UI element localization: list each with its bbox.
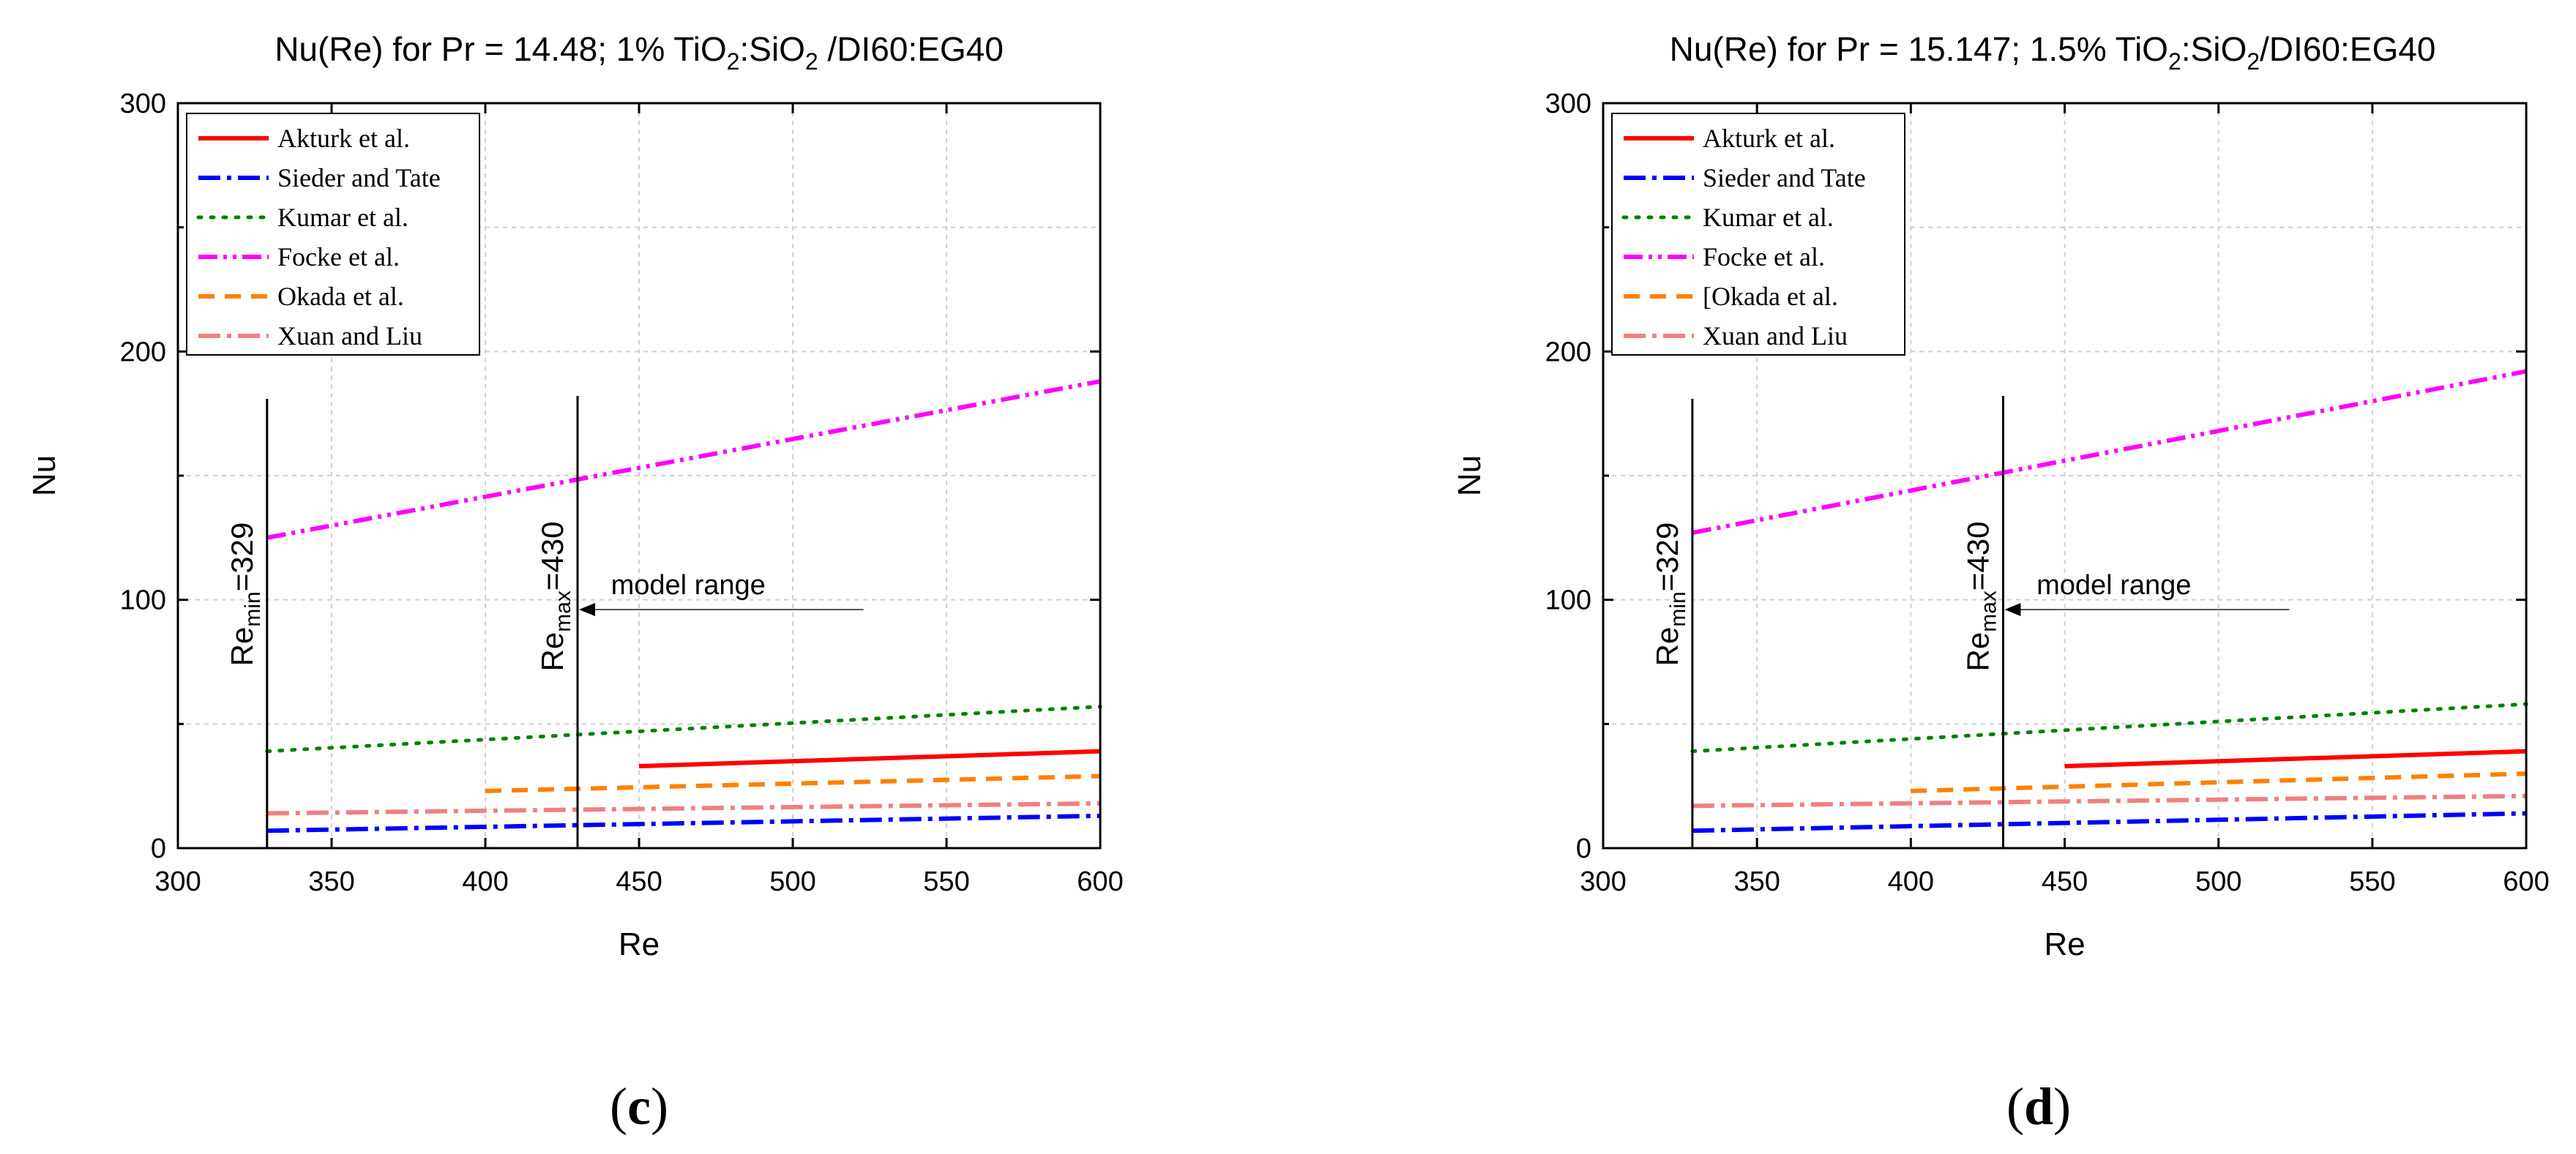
x-tick-label: 300	[1580, 866, 1626, 897]
arrow-head-icon	[579, 603, 595, 616]
re-max-label-sub: max	[551, 591, 575, 632]
x-tick-label: 550	[2349, 866, 2395, 897]
x-tick-label: 350	[1733, 866, 1780, 897]
x-tick-label: 600	[2503, 866, 2549, 897]
x-tick-label: 300	[154, 866, 201, 897]
series-line-1	[1692, 811, 2527, 833]
chart-title: Nu(Re) for Pr = 15.147; 1.5% TiO2:SiO2/D…	[1670, 30, 2436, 75]
title-prefix: Nu(Re) for Pr = 14.48; 1% TiO	[275, 30, 726, 68]
y-tick-label: 300	[120, 89, 166, 119]
panel-label-letter: d	[2024, 1077, 2053, 1136]
re-max-label-eq: =430	[1960, 522, 1995, 591]
x-axis-label: Re	[619, 926, 660, 962]
x-tick-label: 550	[923, 866, 969, 897]
legend-label-2: Kumar et al.	[277, 203, 408, 232]
y-tick-label: 100	[1545, 585, 1591, 616]
x-tick-label: 400	[462, 866, 508, 897]
series-line-0	[2064, 749, 2527, 769]
x-tick-label: 500	[769, 866, 815, 897]
re-max-label: Remax=430	[535, 522, 575, 672]
title-suffix: /DI60:EG40	[2260, 30, 2435, 68]
re-max-label-base: Re	[535, 632, 570, 672]
chart-title: Nu(Re) for Pr = 14.48; 1% TiO2:SiO2 /DI6…	[275, 30, 1004, 75]
legend-label-4: Okada et al.	[277, 282, 404, 311]
title-sub1: 2	[727, 48, 740, 75]
title-prefix: Nu(Re) for Pr = 15.147; 1.5% TiO	[1670, 30, 2168, 68]
y-axis-label: Nu	[1452, 455, 1487, 496]
panel-label-letter: c	[627, 1077, 651, 1136]
re-max-label-base: Re	[1960, 632, 1995, 672]
title-sub2: 2	[805, 48, 818, 75]
title-mid: :SiO	[739, 30, 804, 68]
x-tick-label: 600	[1077, 866, 1123, 897]
series-line-4	[485, 773, 1101, 793]
title-sub2: 2	[2247, 48, 2260, 75]
re-min-label-sub: min	[1666, 591, 1690, 626]
series-line-5	[266, 801, 1101, 816]
panel-label-open: (	[2006, 1077, 2024, 1136]
series-line-2	[1690, 702, 2528, 754]
re-min-label-eq: =329	[1650, 522, 1684, 592]
re-min-label: Remin=329	[1650, 522, 1690, 667]
x-tick-label: 450	[616, 866, 662, 897]
re-min-label-sub: min	[241, 591, 265, 626]
title-suffix: /DI60:EG40	[818, 30, 1004, 68]
panel-label-open: (	[610, 1077, 627, 1136]
x-axis-label: Re	[2044, 926, 2085, 962]
legend-label-5: Xuan and Liu	[1703, 321, 1848, 351]
legend-label-1: Sieder and Tate	[1703, 163, 1866, 192]
title-mid: :SiO	[2181, 30, 2247, 68]
re-min-label-base: Re	[1650, 627, 1684, 667]
series-line-3	[1692, 369, 2527, 535]
legend-label-0: Akturk et al.	[277, 124, 410, 153]
panel-label-close: )	[651, 1077, 668, 1136]
x-tick-label: 500	[2195, 866, 2241, 897]
re-max-label: Remax=430	[1960, 522, 2001, 672]
legend-label-5: Xuan and Liu	[277, 321, 422, 351]
re-max-label-eq: =430	[535, 522, 570, 591]
series-line-1	[266, 813, 1101, 833]
y-tick-label: 100	[120, 585, 166, 616]
y-tick-label: 200	[1545, 337, 1591, 367]
x-tick-label: 350	[308, 866, 354, 897]
panel-label: (d)	[2006, 1077, 2071, 1136]
panel-label-close: )	[2053, 1077, 2071, 1136]
series-line-2	[265, 705, 1102, 754]
y-tick-label: 0	[151, 833, 166, 864]
legend-label-2: Kumar et al.	[1703, 203, 1834, 232]
legend-label-3: Focke et al.	[277, 242, 400, 271]
re-min-label-eq: =329	[225, 522, 259, 592]
title-sub1: 2	[2168, 48, 2181, 75]
panel-label: (c)	[610, 1077, 668, 1136]
series-line-4	[1911, 771, 2527, 793]
re-max-label-sub: max	[1976, 591, 2001, 632]
series-line-0	[638, 749, 1101, 769]
legend-label-0: Akturk et al.	[1703, 124, 1835, 153]
y-tick-label: 300	[1545, 89, 1591, 119]
legend-label-1: Sieder and Tate	[277, 163, 441, 192]
y-tick-label: 0	[1576, 833, 1591, 864]
model-range-label: model range	[611, 570, 766, 601]
re-min-label: Remin=329	[225, 522, 265, 667]
y-tick-label: 200	[120, 337, 166, 367]
series-line-3	[266, 379, 1101, 540]
legend-label-4: [Okada et al.	[1703, 282, 1838, 311]
x-tick-label: 450	[2042, 866, 2088, 897]
legend-box	[186, 113, 480, 356]
legend-label-3: Focke et al.	[1703, 242, 1825, 271]
series-line-5	[1692, 793, 2527, 809]
model-range-label: model range	[2036, 570, 2191, 601]
y-axis-label: Nu	[26, 455, 62, 496]
legend-box	[1611, 113, 1905, 356]
arrow-head-icon	[2004, 603, 2021, 616]
re-min-label-base: Re	[225, 627, 259, 667]
x-tick-label: 400	[1888, 866, 1934, 897]
